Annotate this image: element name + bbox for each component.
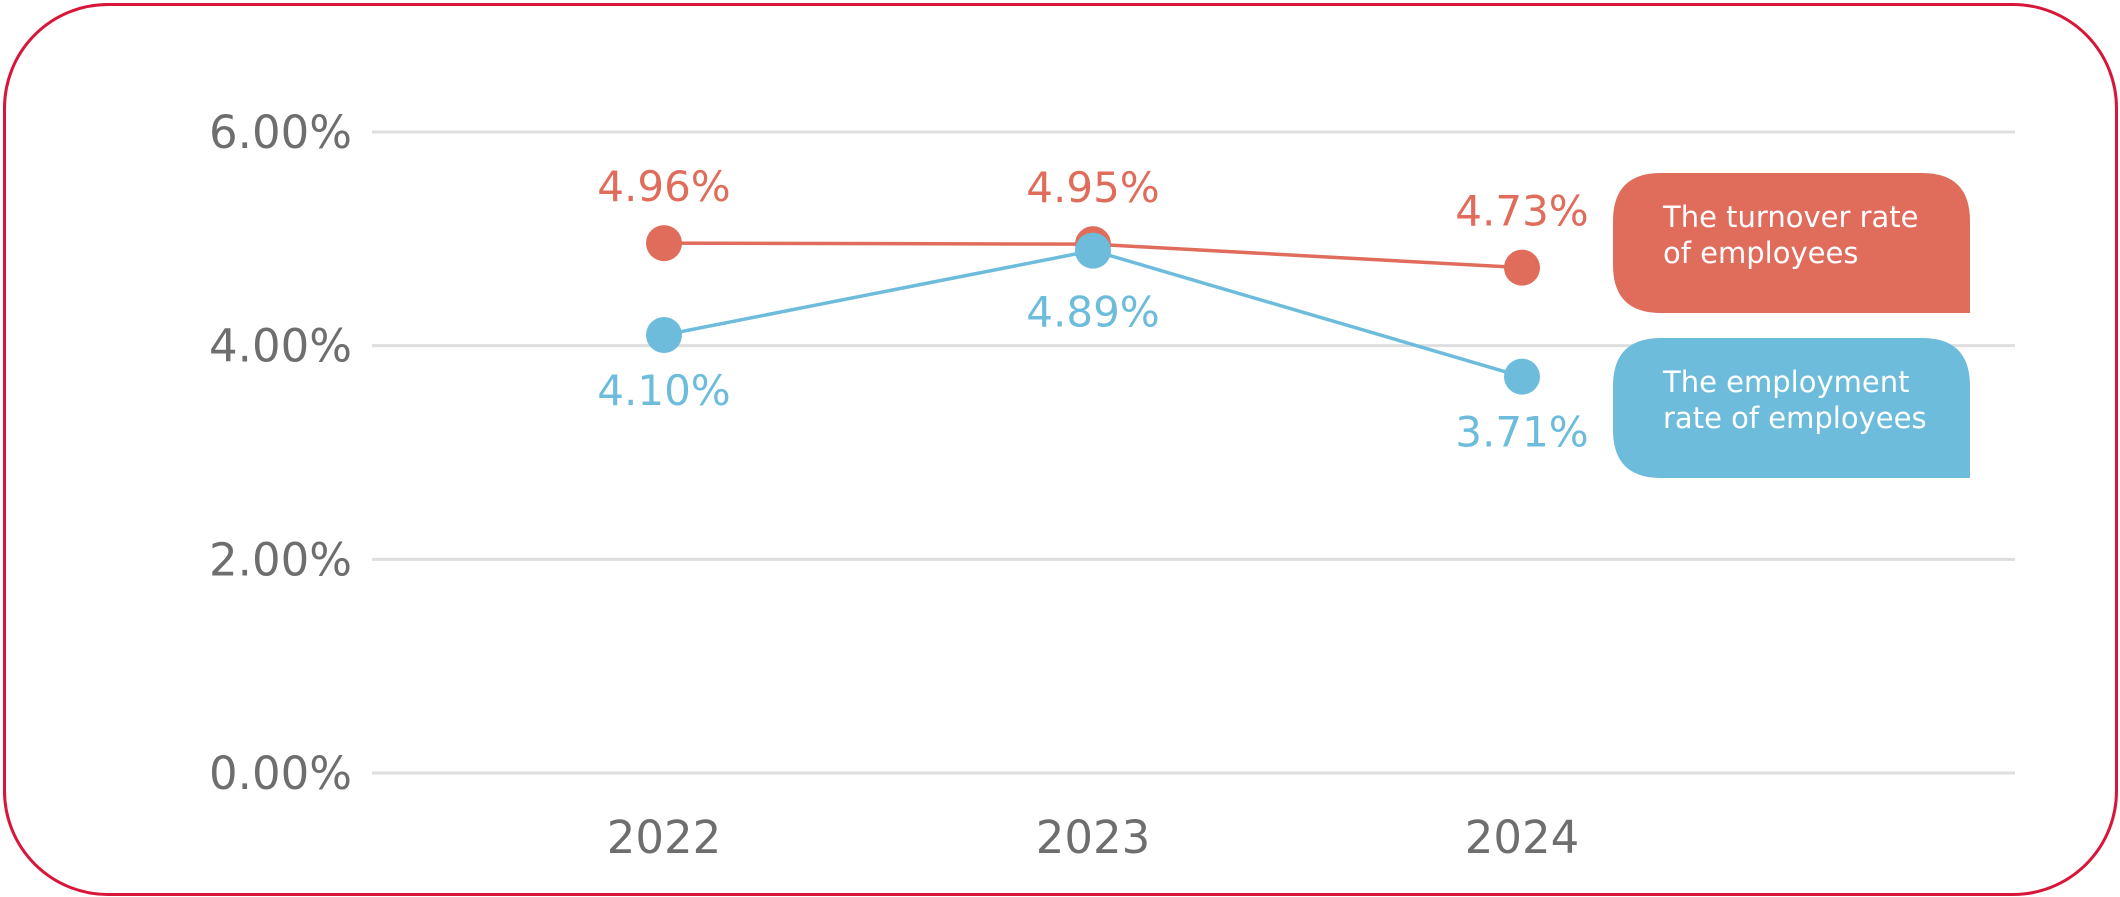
- grid-lines: [372, 130, 2015, 775]
- data-point: [646, 316, 682, 353]
- legend-label: rate of employees: [1663, 401, 1927, 435]
- legend-label: of employees: [1663, 236, 1858, 270]
- legend-label: The turnover rate: [1662, 200, 1919, 234]
- data-point: [1075, 232, 1111, 269]
- data-label: 3.71%: [1455, 408, 1588, 457]
- x-axis-ticks: 2022 2023 2024: [607, 811, 1580, 864]
- x-tick-label: 2023: [1036, 811, 1151, 864]
- series-group: 4.96% 4.95% 4.73% 4.10% 4.89% 3.71%: [597, 162, 1588, 457]
- data-label: 4.95%: [1026, 163, 1159, 212]
- x-tick-label: 2024: [1465, 811, 1580, 864]
- x-tick-label: 2022: [607, 811, 722, 864]
- legend-label: The employment: [1662, 365, 1909, 399]
- data-label: 4.10%: [597, 366, 730, 415]
- y-tick-label: 0.00%: [209, 747, 352, 800]
- y-tick-label: 6.00%: [209, 106, 352, 159]
- y-tick-label: 4.00%: [209, 320, 352, 373]
- data-point: [1504, 358, 1540, 395]
- y-axis-ticks: 0.00% 2.00% 4.00% 6.00%: [209, 106, 352, 800]
- y-tick-label: 2.00%: [209, 533, 352, 586]
- data-point: [646, 225, 682, 262]
- data-point: [1504, 249, 1540, 286]
- legend-swatch: [1613, 338, 1970, 478]
- data-label: 4.73%: [1455, 187, 1588, 236]
- data-label: 4.96%: [597, 162, 730, 211]
- data-label: 4.89%: [1026, 288, 1159, 337]
- legend-swatch: [1613, 173, 1970, 313]
